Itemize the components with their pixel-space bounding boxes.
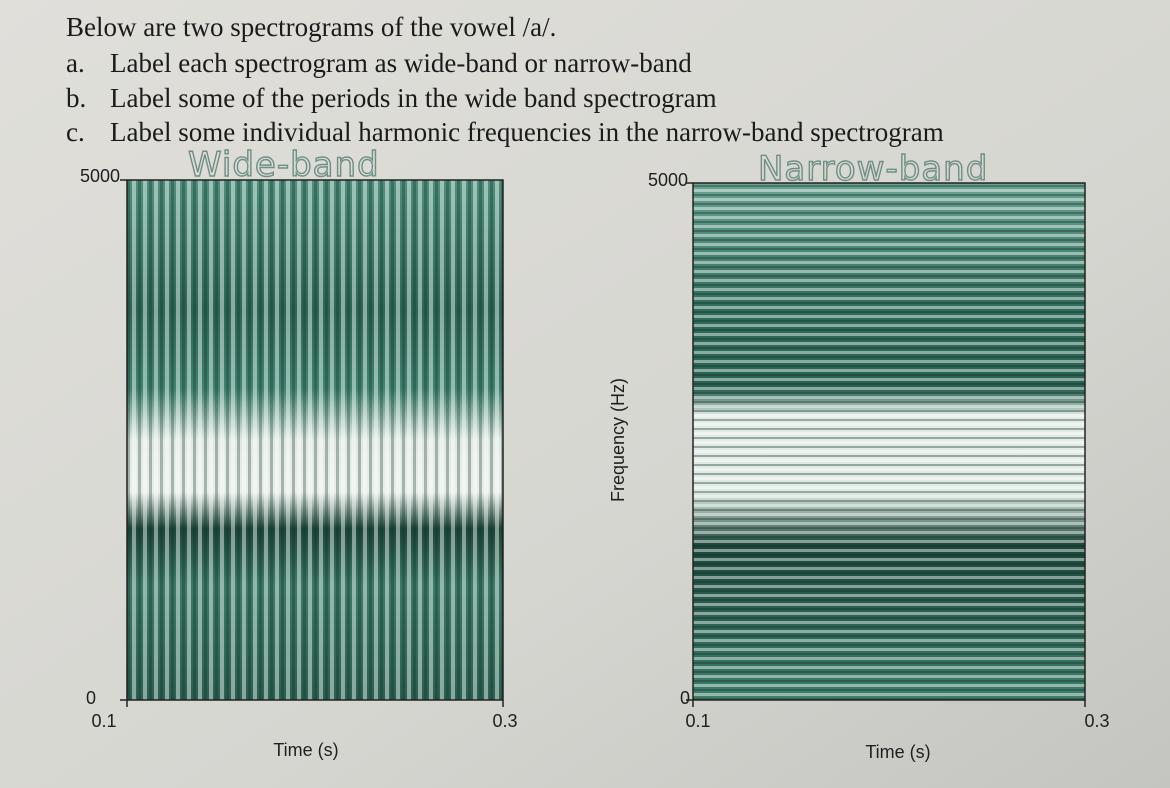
frame xyxy=(692,182,1086,701)
item-marker: a. xyxy=(66,48,85,78)
item-marker: c. xyxy=(66,117,85,147)
item-text: Label some individual harmonic frequenci… xyxy=(110,117,944,147)
x-tick-label: 0.3 xyxy=(492,711,517,731)
intro: Below are two spectrograms of the vowel … xyxy=(66,12,556,42)
handwritten-label: Wide-band xyxy=(188,145,380,185)
x-tick-label: 0.1 xyxy=(685,711,710,731)
item-marker: b. xyxy=(66,83,86,113)
x-axis-label: Time (s) xyxy=(865,742,930,762)
x-tick-label: 0.3 xyxy=(1084,711,1109,731)
y-tick-label: 5000 xyxy=(648,170,688,190)
y-tick-label: 0 xyxy=(680,688,690,708)
y-tick-label: 0 xyxy=(86,688,96,708)
y-axis-label: Frequency (Hz) xyxy=(608,378,628,502)
spectrogram-texture xyxy=(693,183,1085,700)
item-text: Label some of the periods in the wide ba… xyxy=(110,83,717,113)
item-text: Label each spectrogram as wide-band or n… xyxy=(110,48,692,78)
y-tick-label: 5000 xyxy=(80,166,120,186)
spectrogram-texture xyxy=(127,180,503,700)
x-tick-label: 0.1 xyxy=(91,711,116,731)
frame xyxy=(126,179,504,701)
x-axis-label: Time (s) xyxy=(273,740,338,760)
